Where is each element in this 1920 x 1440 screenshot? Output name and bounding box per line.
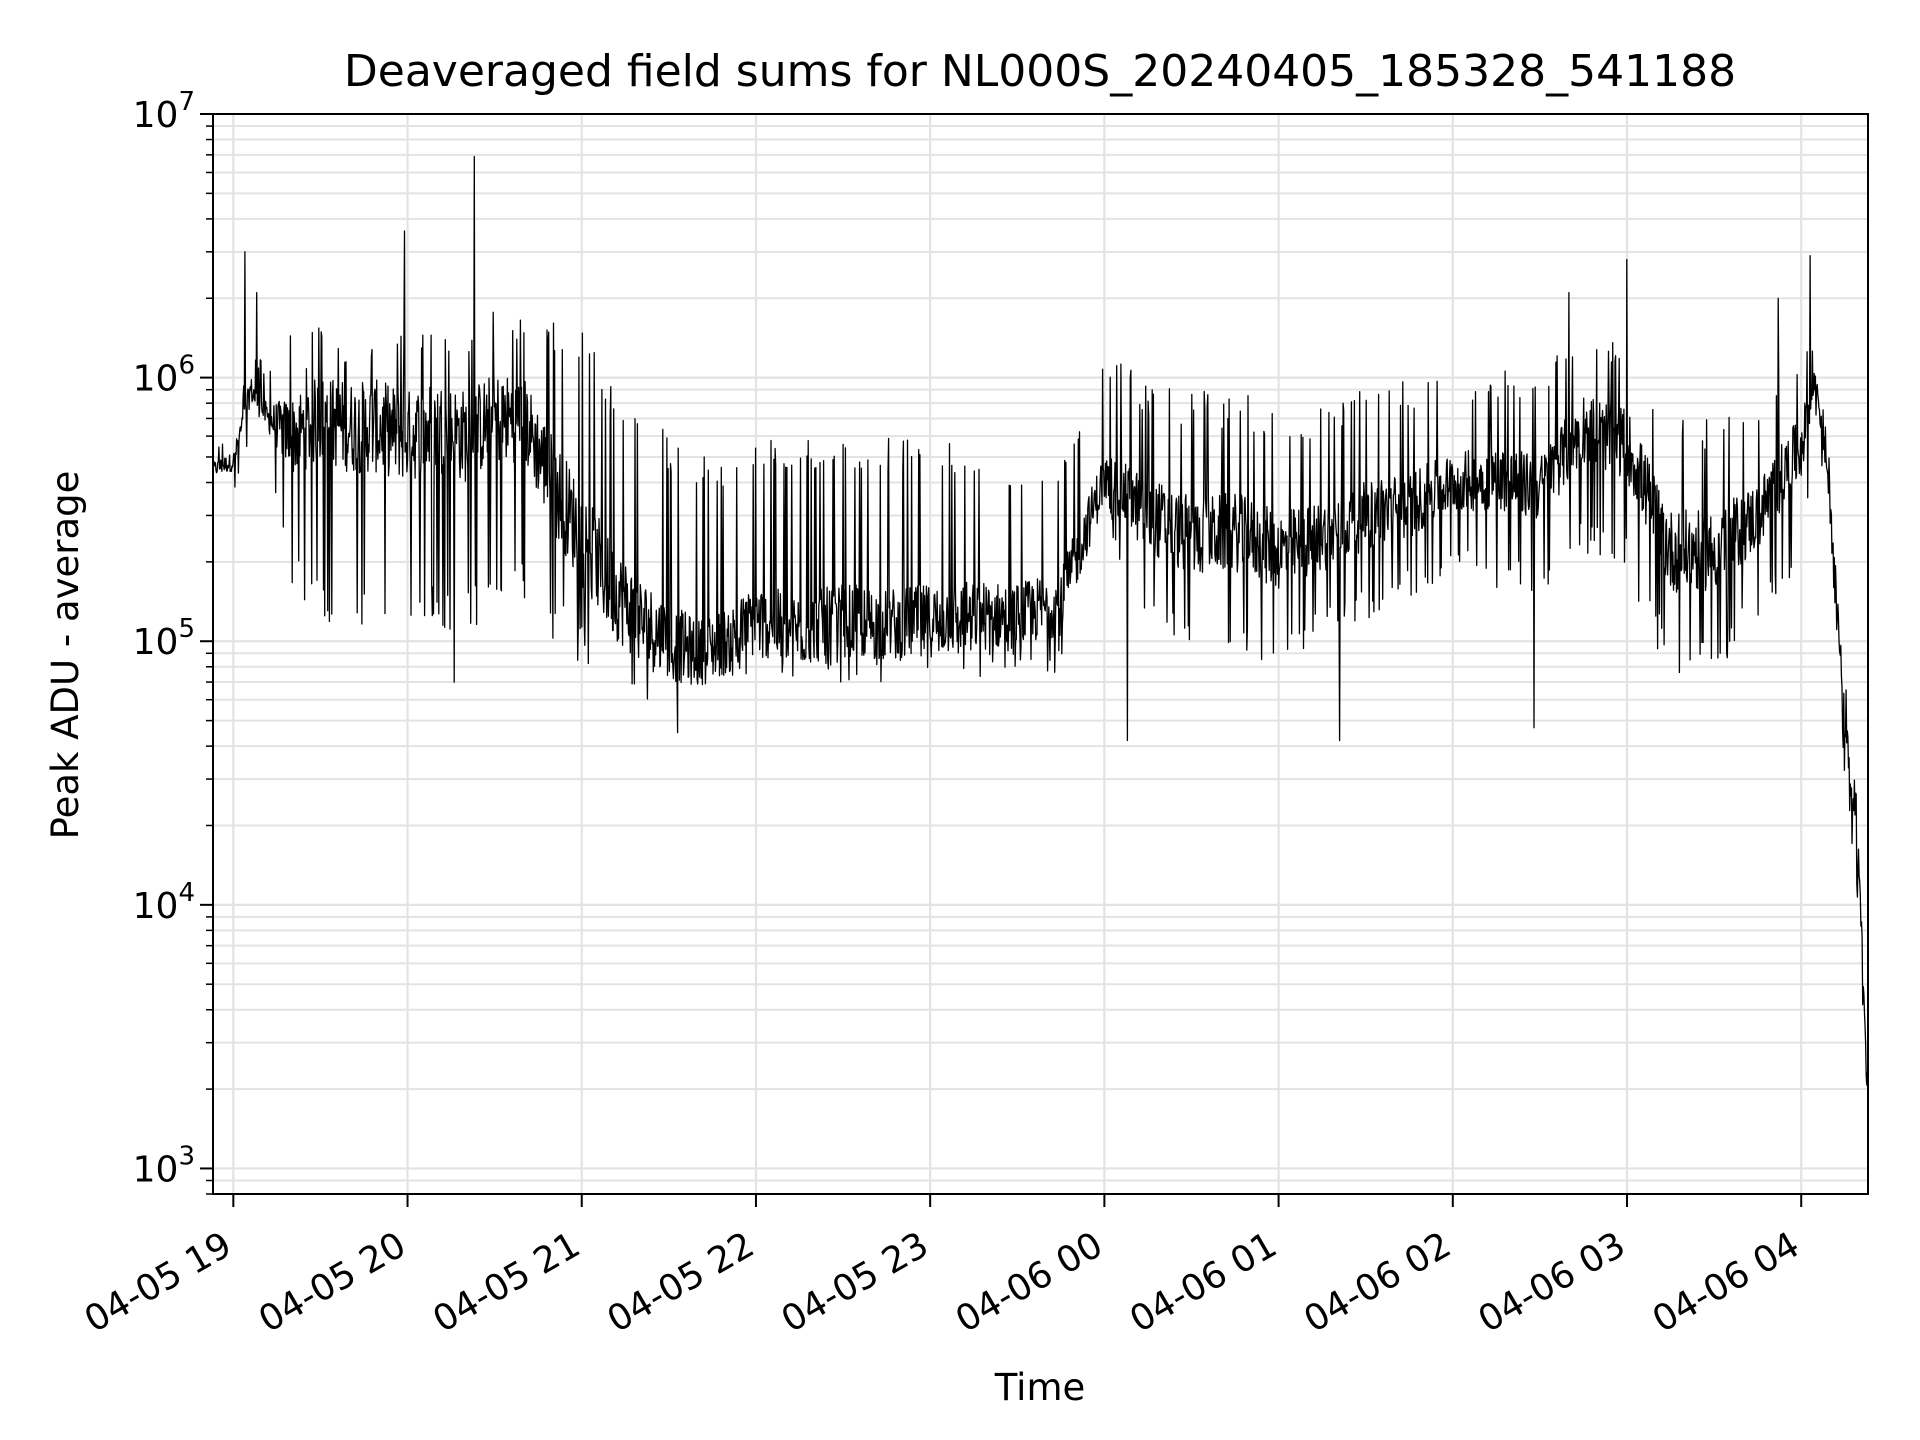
plot-frame <box>212 113 1869 1195</box>
series-line <box>212 155 1869 1111</box>
y-tick-label: 106 <box>133 351 195 400</box>
y-tick-label: 103 <box>133 1141 195 1190</box>
grid-lines <box>213 114 1868 1195</box>
y-tick-label: 107 <box>133 87 195 136</box>
y-tick-label: 104 <box>133 878 195 927</box>
x-axis-label: Time <box>994 1366 1086 1409</box>
y-axis-label: Peak ADU - average <box>44 471 87 840</box>
chart-title: Deaveraged field sums for NL000S_2024040… <box>344 46 1736 97</box>
plot-area <box>212 155 1869 1111</box>
y-tick-label: 105 <box>133 614 195 663</box>
